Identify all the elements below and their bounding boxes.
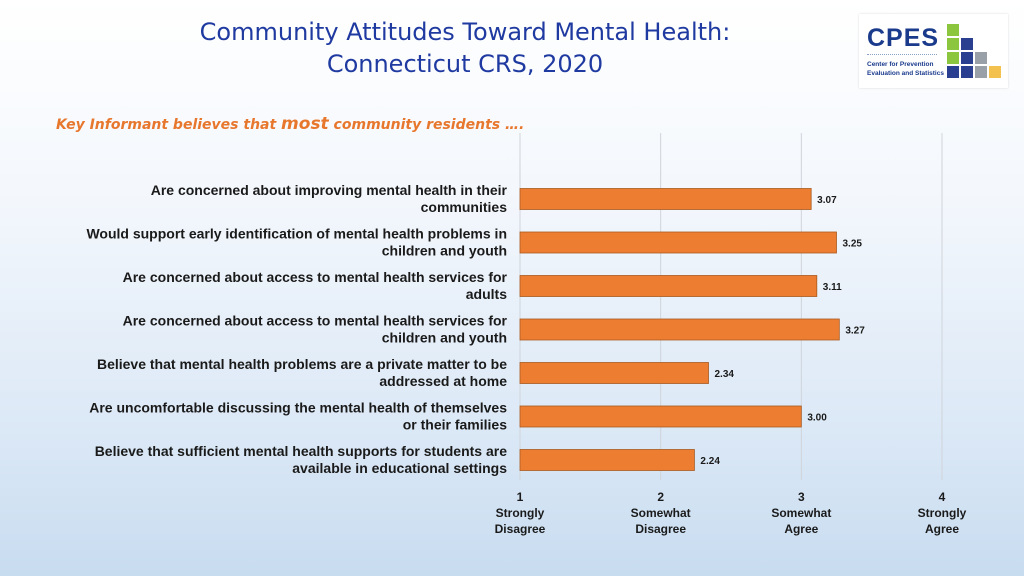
logo-square-grid-icon (947, 24, 1001, 78)
category-label-4-line-1: Are concerned about access to mental hea… (123, 313, 508, 329)
x-tick-label-3-line-1: Somewhat (771, 506, 831, 520)
bar-2 (519, 231, 837, 254)
category-label-1-line-2: communities (421, 199, 508, 215)
category-label-3-line-1: Are concerned about access to mental hea… (123, 269, 508, 285)
bar-6 (519, 405, 802, 428)
x-tick-label-2-line-2: Disagree (635, 522, 686, 536)
logo-subtitle-line-2: Evaluation and Statistics (867, 70, 944, 77)
logo-subtitle: Center for Prevention Evaluation and Sta… (867, 60, 953, 78)
category-labels: Are concerned about improving mental hea… (86, 182, 507, 476)
value-label-4: 3.27 (845, 326, 865, 337)
logo-square-8 (961, 66, 973, 78)
x-tick-label-1-line-1: Strongly (496, 506, 545, 520)
logo-square-10 (989, 66, 1001, 78)
logo-abbreviation: CPES (867, 24, 940, 52)
logo-square-4 (947, 52, 959, 64)
gridlines (519, 133, 943, 480)
title-line-1: Community Attitudes Toward Mental Health… (199, 18, 731, 46)
logo-square-7 (947, 66, 959, 78)
category-label-6-line-2: or their families (403, 417, 507, 433)
chart-subtitle: Key Informant believes that most communi… (56, 114, 524, 134)
value-label-1: 3.07 (817, 195, 837, 206)
logo-square-9 (975, 66, 987, 78)
x-tick-number-4: 4 (939, 490, 946, 504)
category-label-4-line-2: children and youth (382, 330, 507, 346)
x-tick-number-2: 2 (657, 490, 664, 504)
category-label-5-line-1: Believe that mental health problems are … (97, 356, 507, 372)
bar-7 (519, 449, 695, 471)
logo-square-5 (961, 52, 973, 64)
bar-4 (519, 318, 840, 341)
logo-square-6 (975, 52, 987, 64)
bar-3 (519, 275, 818, 297)
x-tick-number-1: 1 (517, 490, 524, 504)
category-label-5-line-2: addressed at home (379, 373, 507, 389)
value-label-6: 3.00 (807, 413, 827, 424)
bar-5 (519, 362, 709, 384)
bars (519, 188, 840, 471)
category-label-3-line-2: adults (466, 286, 507, 302)
x-axis: 1 Strongly Disagree 2 Somewhat Disagree 3 Somew… (495, 490, 967, 536)
category-label-6-line-1: Are uncomfortable discussing the mental … (89, 400, 507, 416)
logo-subtitle-line-1: Center for Prevention (867, 61, 934, 68)
x-tick-label-4-line-2: Agree (925, 522, 959, 536)
value-labels: 3.07 3.25 3.11 3.27 2.34 3.00 2.24 (700, 195, 865, 467)
logo-square-2 (947, 38, 959, 50)
value-label-7: 2.24 (700, 456, 720, 467)
value-label-5: 2.34 (714, 369, 734, 380)
subtitle-before: Key Informant believes that (56, 117, 282, 133)
logo-divider (867, 54, 937, 55)
title-line-2: Connecticut CRS, 2020 (326, 50, 604, 78)
category-label-2-line-1: Would support early identification of me… (86, 226, 507, 242)
category-label-7-line-1: Believe that sufficient mental health su… (95, 443, 508, 459)
category-label-1-line-1: Are concerned about improving mental hea… (151, 182, 508, 198)
bar-1 (519, 188, 812, 210)
subtitle-emphasis: most (281, 114, 329, 134)
category-label-7-line-2: available in educational settings (292, 460, 507, 476)
logo-square-1 (947, 24, 959, 36)
x-tick-label-4-line-1: Strongly (918, 506, 967, 520)
x-tick-label-1-line-2: Disagree (495, 522, 546, 536)
value-label-3: 3.11 (823, 282, 842, 293)
x-tick-label-3-line-2: Agree (784, 522, 818, 536)
x-tick-number-3: 3 (798, 490, 805, 504)
category-label-2-line-2: children and youth (382, 243, 507, 259)
value-label-2: 3.25 (843, 239, 863, 250)
logo-square-3 (961, 38, 973, 50)
page-title: Community Attitudes Toward Mental Health… (150, 16, 780, 80)
subtitle-after: community residents …. (328, 117, 525, 133)
x-tick-label-2-line-1: Somewhat (631, 506, 691, 520)
cpes-logo: CPES Center for Prevention Evaluation an… (859, 14, 1008, 88)
